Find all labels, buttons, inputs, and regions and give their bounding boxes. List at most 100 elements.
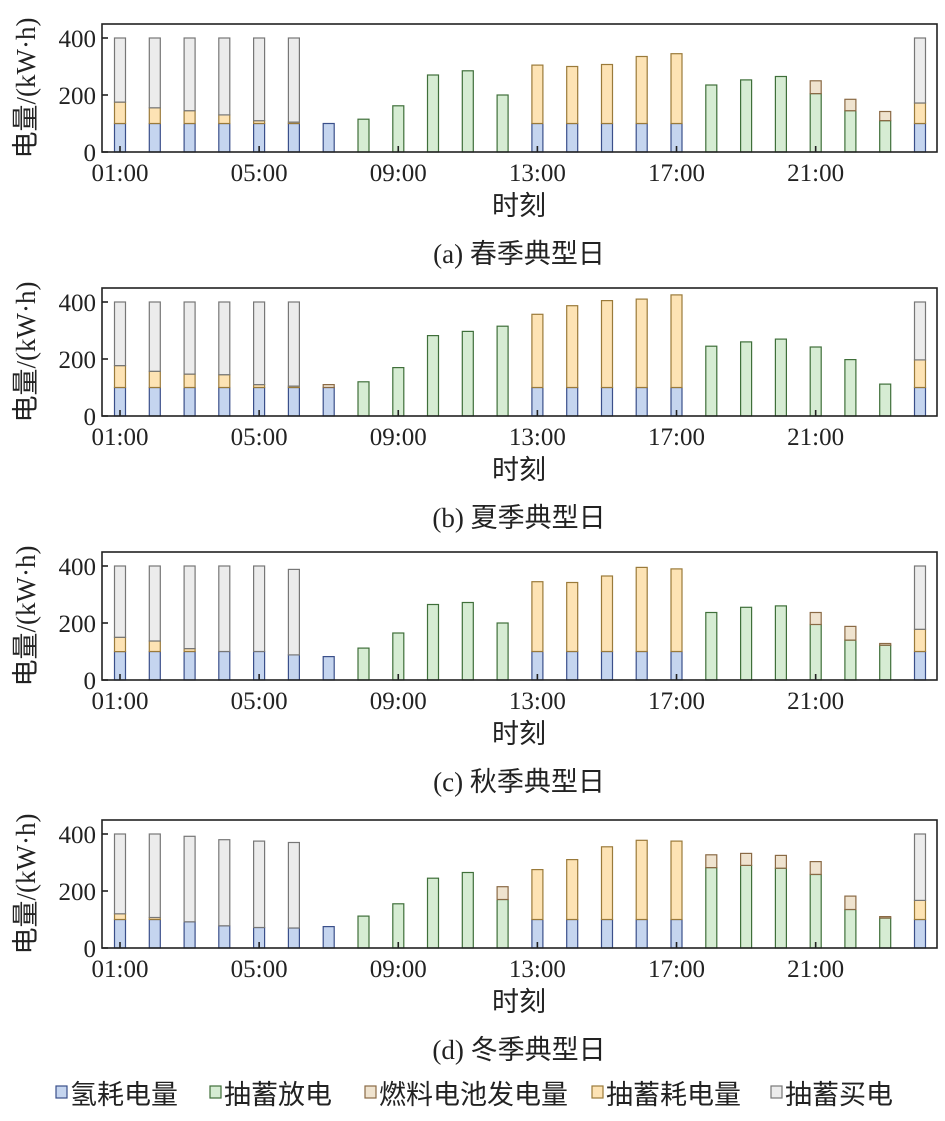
bar-hydrogen-0700 bbox=[322, 655, 335, 681]
bar-hydrogen-0600 bbox=[287, 122, 300, 153]
bar-pumped_discharge-1900 bbox=[739, 606, 753, 681]
legend-swatch-hydrogen bbox=[55, 1085, 68, 1099]
bar-pumped_consume-0200 bbox=[148, 370, 161, 389]
panel-caption: (b) 夏季典型日 bbox=[432, 503, 605, 533]
bar-hydrogen-1600 bbox=[635, 122, 648, 153]
bar-pumped_discharge-2100 bbox=[809, 873, 822, 949]
bar-pumped_discharge-2200 bbox=[844, 110, 857, 153]
bar-pumped_discharge-0900 bbox=[392, 903, 405, 949]
bar-hydrogen-1500 bbox=[600, 122, 614, 153]
bar-pumped_discharge-2000 bbox=[774, 338, 788, 417]
bar-pumped_discharge-1100 bbox=[461, 70, 474, 153]
y-tick-label: 200 bbox=[59, 347, 97, 374]
bar-pumped_consume-1500 bbox=[600, 63, 614, 125]
bar-hydrogen-1400 bbox=[566, 918, 579, 949]
legend-label-hydrogen: 氢耗电量 bbox=[70, 1080, 178, 1110]
bar-pumped_buy-2400 bbox=[913, 565, 927, 630]
x-axis-label: 时刻 bbox=[492, 455, 546, 485]
bar-pumped_discharge-2300 bbox=[879, 644, 892, 681]
bar-hydrogen-0400 bbox=[218, 925, 231, 949]
bar-pumped_buy-0400 bbox=[218, 565, 231, 653]
y-tick-label: 200 bbox=[59, 611, 97, 638]
plot-frame bbox=[101, 287, 938, 417]
legend-label-pumped_buy: 抽蓄买电 bbox=[785, 1080, 893, 1110]
bar-hydrogen-0600 bbox=[287, 654, 300, 681]
bar-pumped_consume-1300 bbox=[531, 64, 544, 125]
bar-pumped_discharge-1200 bbox=[496, 622, 509, 681]
y-tick-label: 400 bbox=[59, 554, 97, 581]
legend-swatch-pumped_consume bbox=[591, 1085, 604, 1099]
bar-hydrogen-1400 bbox=[566, 122, 579, 153]
bar-fuel_cell-1900 bbox=[739, 852, 753, 867]
bar-hydrogen-0600 bbox=[287, 386, 300, 417]
bar-pumped_discharge-1800 bbox=[705, 611, 718, 681]
bar-hydrogen-0400 bbox=[218, 386, 231, 417]
bar-pumped_discharge-0800 bbox=[357, 381, 370, 417]
x-tick-label: 21:00 bbox=[787, 160, 844, 187]
bar-hydrogen-0300 bbox=[183, 386, 196, 417]
bar-pumped_buy-0500 bbox=[253, 565, 266, 653]
y-tick-label: 400 bbox=[59, 26, 97, 53]
bar-hydrogen-0200 bbox=[148, 650, 161, 681]
bar-pumped_consume-1500 bbox=[600, 846, 614, 921]
x-tick-label: 05:00 bbox=[231, 956, 288, 983]
bar-fuel_cell-2100 bbox=[809, 860, 822, 875]
bar-pumped_buy-0100 bbox=[113, 565, 127, 638]
bar-pumped_consume-1400 bbox=[566, 65, 579, 125]
bar-pumped_consume-1300 bbox=[531, 581, 544, 653]
y-tick-label: 0 bbox=[84, 404, 97, 431]
chart-panel-4: 0 200 400 01:00 05:00 09:00 13:00 17:00 21:00 电量/… bbox=[11, 814, 938, 1065]
panel-caption: (a) 春季典型日 bbox=[433, 239, 605, 269]
x-tick-label: 13:00 bbox=[509, 688, 566, 715]
y-tick-label: 0 bbox=[84, 668, 97, 695]
bar-pumped_discharge-2200 bbox=[844, 908, 857, 949]
y-tick-label: 0 bbox=[84, 140, 97, 167]
bar-pumped_discharge-1900 bbox=[739, 341, 753, 417]
x-tick-label: 21:00 bbox=[787, 688, 844, 715]
x-tick-label: 05:00 bbox=[231, 424, 288, 451]
bar-pumped_buy-0100 bbox=[113, 833, 127, 915]
bar-pumped_consume-1600 bbox=[635, 566, 648, 653]
bar-fuel_cell-2300 bbox=[879, 642, 892, 646]
bar-pumped_buy-0200 bbox=[148, 37, 161, 109]
bar-hydrogen-1400 bbox=[566, 386, 579, 417]
bar-pumped_buy-0200 bbox=[148, 565, 161, 642]
bar-fuel_cell-2100 bbox=[809, 80, 822, 95]
bar-pumped_discharge-1900 bbox=[739, 79, 753, 153]
chart-panel-2: 0 200 400 01:00 05:00 09:00 13:00 17:00 21:00 电量/… bbox=[11, 282, 938, 533]
bar-pumped_buy-0600 bbox=[287, 37, 300, 123]
bar-pumped_consume-1400 bbox=[566, 581, 579, 653]
bar-pumped_discharge-1100 bbox=[461, 601, 474, 681]
chart-panel-3: 0 200 400 01:00 05:00 09:00 13:00 17:00 21:00 电量/… bbox=[11, 546, 938, 797]
bar-pumped_consume-2400 bbox=[913, 102, 927, 125]
x-tick-label: 13:00 bbox=[509, 160, 566, 187]
x-axis-label: 时刻 bbox=[492, 719, 546, 749]
y-axis-label: 电量/(kW·h) bbox=[11, 546, 41, 687]
bar-pumped_buy-0300 bbox=[183, 301, 196, 375]
x-tick-label: 17:00 bbox=[648, 424, 705, 451]
bar-pumped_discharge-0900 bbox=[392, 367, 405, 417]
bar-fuel_cell-1200 bbox=[496, 886, 509, 901]
bar-hydrogen-0400 bbox=[218, 650, 231, 681]
panel-caption: (d) 冬季典型日 bbox=[432, 1035, 605, 1065]
bar-fuel_cell-2100 bbox=[809, 611, 822, 626]
bar-pumped_discharge-0900 bbox=[392, 632, 405, 681]
bar-pumped_discharge-2000 bbox=[774, 605, 788, 681]
bar-fuel_cell-0700 bbox=[322, 384, 335, 389]
x-tick-label: 09:00 bbox=[370, 688, 427, 715]
bar-pumped_consume-0100 bbox=[113, 636, 127, 653]
bar-pumped_buy-0200 bbox=[148, 833, 161, 919]
bar-pumped_consume-0400 bbox=[218, 374, 231, 389]
bar-hydrogen-1500 bbox=[600, 386, 614, 417]
bar-pumped_discharge-1200 bbox=[496, 898, 509, 949]
bar-pumped_discharge-1800 bbox=[705, 84, 718, 153]
y-tick-label: 0 bbox=[84, 936, 97, 963]
bar-pumped_discharge-1200 bbox=[496, 325, 509, 417]
bar-fuel_cell-2200 bbox=[844, 625, 857, 641]
bar-fuel_cell-2200 bbox=[844, 98, 857, 112]
legend-label-fuel_cell: 燃料电池发电量 bbox=[379, 1080, 568, 1110]
bar-pumped_discharge-2200 bbox=[844, 639, 857, 681]
bar-pumped_discharge-1100 bbox=[461, 871, 474, 949]
bar-pumped_discharge-2300 bbox=[879, 917, 892, 949]
bar-pumped_buy-0400 bbox=[218, 37, 231, 116]
